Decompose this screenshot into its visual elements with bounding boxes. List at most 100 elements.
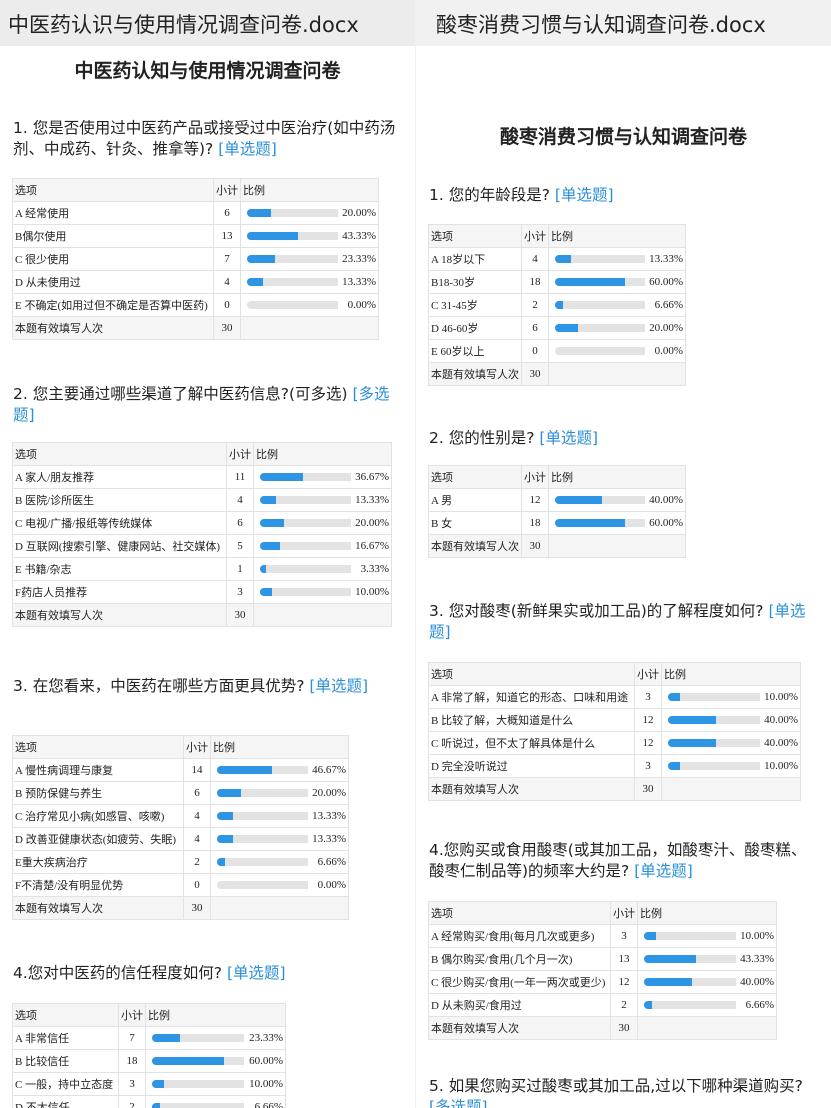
question-text: 4.您购买或食用酸枣(或其加工品，如酸枣汁、酸枣糕、酸枣仁制品等)的频率大约是?… [429, 840, 819, 882]
table-row: F药店人员推荐 3 10.00% [12, 580, 392, 604]
option-count: 4 [183, 804, 211, 828]
right-document-pane[interactable]: 酸枣消费习惯与认知调查问卷.docx 酸枣消费习惯与认知调查问卷 1. 您的年龄… [415, 0, 831, 1108]
option-count: 14 [183, 758, 211, 782]
ratio-bar: 6.66% [551, 299, 683, 311]
ratio-percent: 23.33% [342, 253, 376, 265]
option-ratio: 0.00% [210, 873, 349, 897]
ratio-percent: 0.00% [654, 345, 683, 357]
question-type-tag[interactable]: [单选题] [539, 429, 598, 447]
option-ratio: 40.00% [548, 488, 686, 512]
option-ratio: 36.67% [253, 465, 392, 489]
table-footer-row: 本题有效填写人次 30 [428, 1016, 777, 1040]
left-document-pane[interactable]: 中医药认识与使用情况调查问卷.docx 中医药认知与使用情况调查问卷 1. 您是… [0, 0, 415, 1108]
question-text: 5. 如果您购买过酸枣或其加工品,过以下哪种渠道购买? [多选题] [429, 1076, 819, 1108]
footer-empty [637, 1016, 777, 1040]
ratio-percent: 16.67% [355, 540, 389, 552]
option-ratio: 10.00% [637, 924, 777, 948]
option-ratio: 20.00% [210, 781, 349, 805]
option-ratio: 60.00% [145, 1049, 286, 1073]
ratio-percent: 13.33% [312, 810, 346, 822]
footer-empty [253, 603, 392, 627]
header-count: 小计 [634, 662, 662, 686]
ratio-percent: 0.00% [347, 299, 376, 311]
valid-responses-count: 30 [226, 603, 254, 627]
footer-empty [548, 362, 686, 386]
option-label: A 男 [428, 488, 522, 512]
footer-empty [210, 896, 349, 920]
question-type-tag[interactable]: [单选题] [634, 862, 693, 880]
bar-track [555, 496, 645, 504]
bar-track [152, 1034, 244, 1042]
valid-responses-count: 30 [521, 534, 549, 558]
valid-responses-label: 本题有效填写人次 [12, 896, 184, 920]
table-footer-row: 本题有效填写人次 30 [12, 603, 392, 627]
option-ratio: 0.00% [548, 339, 686, 363]
option-label: B偶尔使用 [12, 224, 214, 248]
bar-fill [152, 1057, 224, 1065]
option-count: 2 [118, 1095, 146, 1108]
ratio-bar: 40.00% [664, 737, 798, 749]
question-label: 3. 您对酸枣(新鲜果实或加工品)的了解程度如何? [429, 602, 764, 620]
option-ratio: 13.33% [210, 827, 349, 851]
results-table: 选项 小计 比例 A 家人/朋友推荐 11 36.67% B 医院/诊所医生 4 13.33% C… [12, 442, 392, 627]
bar-fill [247, 232, 299, 240]
question-type-tag[interactable]: [单选题] [226, 964, 286, 982]
table-row: C 很少购买/食用(一年一两次或更少) 12 40.00% [428, 970, 777, 994]
ratio-percent: 6.66% [654, 299, 683, 311]
option-ratio: 43.33% [637, 947, 777, 971]
header-option: 选项 [428, 901, 611, 925]
option-count: 2 [610, 993, 638, 1017]
option-ratio: 40.00% [661, 708, 801, 732]
valid-responses-label: 本题有效填写人次 [12, 603, 227, 627]
option-ratio: 0.00% [240, 293, 379, 317]
ratio-bar: 13.33% [256, 494, 389, 506]
question-type-tag[interactable]: [单选题] [429, 602, 806, 641]
table-footer-row: 本题有效填写人次 30 [12, 316, 379, 340]
bar-fill [152, 1080, 164, 1088]
question-type-tag[interactable]: [单选题] [309, 677, 368, 695]
question-type-tag[interactable]: [单选题] [218, 140, 277, 158]
table-row: B偶尔使用 13 43.33% [12, 224, 379, 248]
ratio-percent: 20.00% [649, 322, 683, 334]
bar-fill [260, 565, 266, 573]
left-file-title: 中医药认识与使用情况调查问卷.docx [0, 0, 415, 46]
option-ratio: 60.00% [548, 511, 686, 535]
bar-fill [247, 209, 271, 217]
option-count: 4 [183, 827, 211, 851]
table-row: B 女 18 60.00% [428, 511, 686, 535]
ratio-percent: 0.00% [317, 879, 346, 891]
right-file-title: 酸枣消费习惯与认知调查问卷.docx [416, 0, 831, 46]
option-count: 11 [226, 465, 254, 489]
ratio-percent: 40.00% [740, 976, 774, 988]
header-ratio: 比例 [661, 662, 801, 686]
question-type-tag[interactable]: [多选题] [429, 1098, 488, 1108]
option-ratio: 6.66% [548, 293, 686, 317]
table-row: B 偶尔购买/食用(几个月一次) 13 43.33% [428, 947, 777, 971]
option-label: E重大疾病治疗 [12, 850, 184, 874]
bar-track [555, 519, 645, 527]
question-label: 5. 如果您购买过酸枣或其加工品,过以下哪种渠道购买? [429, 1077, 803, 1095]
table-row: D 互联网(搜索引擎、健康网站、社交媒体) 5 16.67% [12, 534, 392, 558]
bar-track [217, 766, 308, 774]
table-row: D 完全没听说过 3 10.00% [428, 754, 801, 778]
question-text: 2. 您主要通过哪些渠道了解中医药信息?(可多选) [多选题] [13, 384, 398, 426]
table-header-row: 选项 小计 比例 [428, 465, 686, 489]
option-label: A 经常使用 [12, 201, 214, 225]
table-footer-row: 本题有效填写人次 30 [428, 362, 686, 386]
ratio-bar: 10.00% [664, 691, 798, 703]
bar-track [260, 565, 351, 573]
ratio-bar: 0.00% [243, 299, 376, 311]
option-count: 6 [521, 316, 549, 340]
ratio-bar: 16.67% [256, 540, 389, 552]
question-type-tag[interactable]: [多选题] [13, 385, 390, 424]
bar-track [668, 716, 760, 724]
ratio-bar: 40.00% [640, 976, 774, 988]
question-label: 2. 您的性别是? [429, 429, 535, 447]
header-count: 小计 [521, 465, 549, 489]
question-type-tag[interactable]: [单选题] [554, 186, 614, 204]
header-count: 小计 [183, 735, 211, 759]
option-count: 1 [226, 557, 254, 581]
bar-fill [555, 519, 626, 527]
bar-fill [555, 496, 602, 504]
header-count: 小计 [610, 901, 638, 925]
